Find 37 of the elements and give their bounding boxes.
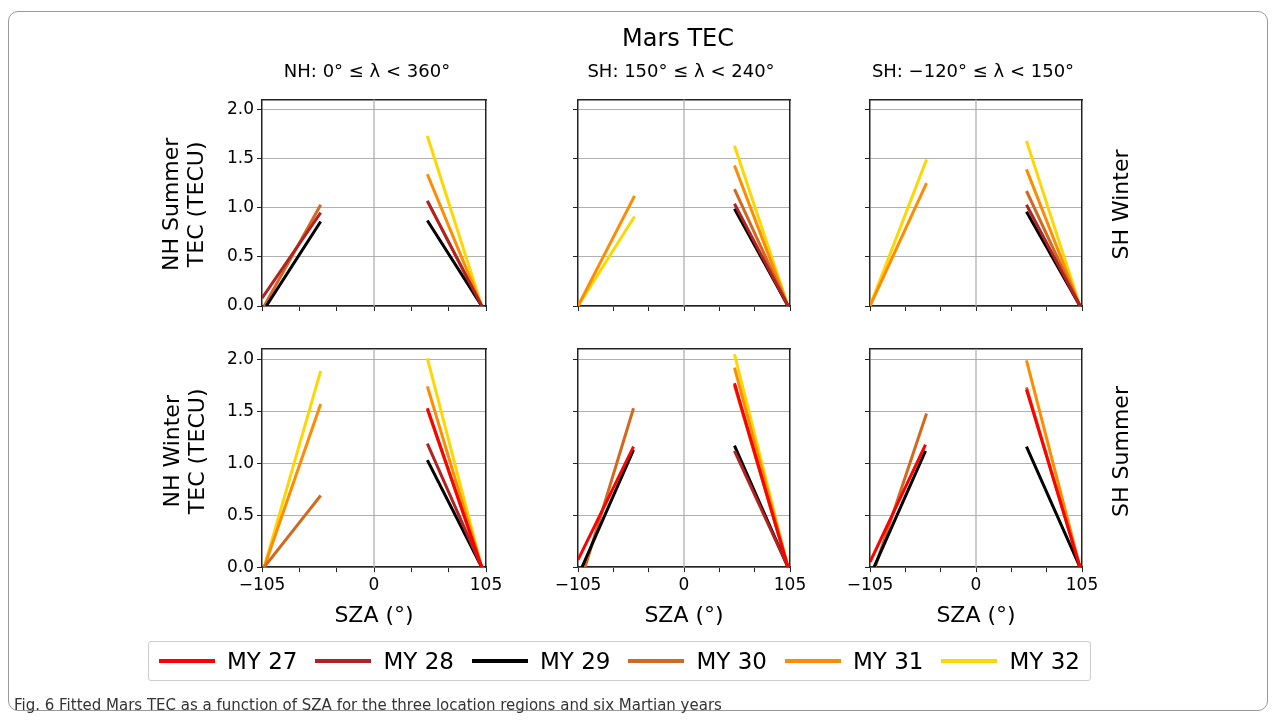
legend-label: MY 28 bbox=[383, 648, 454, 674]
y-tick-label: 1.5 bbox=[226, 146, 255, 167]
caption: Fig. 6 Fitted Mars TEC as a function of SZA for the three location regions and six Martian years bbox=[14, 696, 722, 714]
legend-label: MY 31 bbox=[852, 648, 924, 674]
legend-label: MY 29 bbox=[539, 648, 611, 674]
x-tick-label: −105 bbox=[238, 573, 286, 594]
chart-title: SH: −120° ≤ λ < 150° bbox=[871, 60, 1075, 82]
y2-axis-title: SH Winter bbox=[1107, 148, 1133, 260]
x-tick-label: 105 bbox=[469, 573, 503, 594]
legend-label: MY 32 bbox=[1009, 648, 1080, 674]
y-tick-label: 0.5 bbox=[226, 503, 255, 524]
y-tick-label: 1.5 bbox=[226, 399, 255, 420]
text: Mars TEC bbox=[621, 24, 735, 52]
chart-title: SH: 150° ≤ λ < 240° bbox=[587, 60, 775, 82]
y-tick-label: 1.0 bbox=[226, 451, 255, 472]
x-tick-label: −105 bbox=[846, 573, 894, 594]
y-tick-label: 0.5 bbox=[226, 245, 255, 266]
legend-label: MY 30 bbox=[696, 648, 767, 674]
x-tick-label: −105 bbox=[554, 573, 602, 594]
x-axis-title: SZA (°) bbox=[644, 601, 724, 627]
x-tick-label: 0 bbox=[678, 573, 690, 594]
legend-label: MY 27 bbox=[227, 648, 298, 674]
y-tick-label: 0.0 bbox=[226, 555, 255, 576]
y-tick-label: 2.0 bbox=[226, 97, 255, 118]
x-tick-label: 105 bbox=[773, 573, 807, 594]
x-axis-title: SZA (°) bbox=[334, 601, 414, 627]
y-axis-title: NH Summer TEC (TECU) bbox=[158, 137, 210, 271]
y-tick-label: 1.0 bbox=[226, 196, 255, 217]
x-axis-title: SZA (°) bbox=[936, 601, 1016, 627]
x-tick-label: 0 bbox=[368, 573, 380, 594]
y-tick-label: 2.0 bbox=[226, 347, 255, 368]
x-tick-label: 105 bbox=[1065, 573, 1099, 594]
chart-title: NH: 0° ≤ λ < 360° bbox=[283, 60, 451, 82]
y-axis-title: NH Winter TEC (TECU) bbox=[158, 388, 210, 514]
y-tick-label: 0.0 bbox=[226, 294, 255, 315]
y2-axis-title: SH Summer bbox=[1107, 385, 1133, 517]
x-tick-label: 0 bbox=[970, 573, 982, 594]
